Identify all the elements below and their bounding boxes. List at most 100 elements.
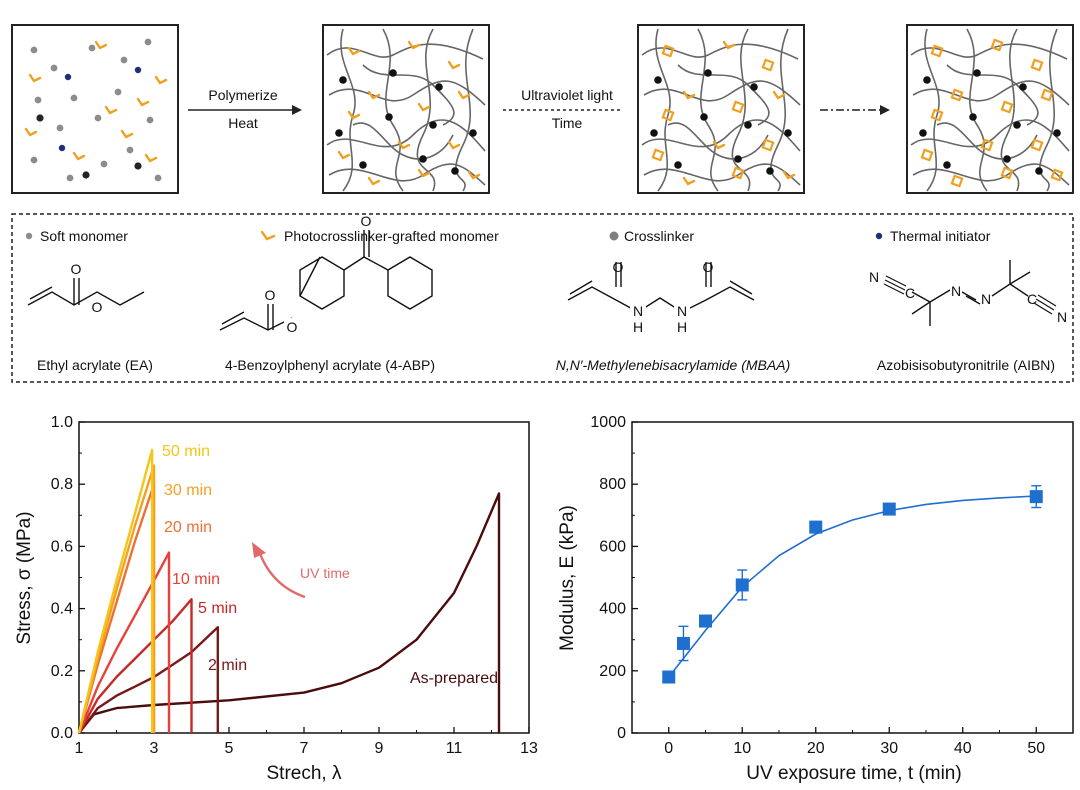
polymer-chain bbox=[382, 28, 404, 192]
crosslink-node bbox=[1035, 167, 1043, 175]
soft-monomer-dot bbox=[100, 160, 108, 168]
photocrosslink-ring bbox=[651, 148, 665, 162]
chem-name-abp: 4-Benzoylphenyl acrylate (4-ABP) bbox=[225, 357, 435, 373]
photocrosslink-ring bbox=[930, 44, 944, 58]
crosslink-node bbox=[339, 76, 347, 84]
x-tick-label: 0 bbox=[664, 740, 673, 757]
curve-5-min bbox=[77, 598, 193, 734]
photocrosslinker-mark bbox=[772, 90, 786, 100]
curves bbox=[77, 448, 501, 734]
mbaa-oxygen-right: O bbox=[703, 259, 714, 275]
axis-ticks: 1 3 5 7 9 11 130.00.20.40.60.81.0 bbox=[51, 414, 538, 757]
crosslink-node bbox=[650, 129, 658, 137]
abp-oxygen-ketone: O bbox=[361, 213, 372, 229]
photocrosslinker-mark bbox=[682, 90, 696, 100]
mbaa-oxygen-left: O bbox=[613, 259, 624, 275]
polymer-network-2 bbox=[641, 28, 801, 192]
curve-50-min bbox=[77, 448, 154, 734]
polymer-chain bbox=[946, 64, 1039, 126]
photocrosslinker-mark bbox=[722, 40, 736, 50]
thermal-initiator-icon bbox=[875, 232, 883, 240]
crosslink-node bbox=[923, 76, 931, 84]
polymer-chain bbox=[655, 28, 671, 192]
polymer-network-3 bbox=[910, 28, 1070, 192]
crosslink-node bbox=[469, 129, 477, 137]
continue-arrow bbox=[820, 105, 890, 115]
crosslink-node bbox=[419, 155, 427, 163]
y-axis-label-2: Modulus, E (kPa) bbox=[557, 505, 578, 651]
polymer-chain bbox=[328, 80, 486, 106]
polymerize-label: Polymerize bbox=[208, 87, 277, 103]
photocrosslinker-mark bbox=[417, 168, 431, 178]
y-tick-label: 0.8 bbox=[51, 476, 73, 493]
legend-soft-monomer: Soft monomer bbox=[40, 228, 128, 244]
photocrosslinker-mark bbox=[417, 102, 431, 112]
polymer-chain bbox=[455, 28, 474, 192]
crosslink-node bbox=[1019, 83, 1027, 91]
uv-time-annotation: UV time bbox=[252, 542, 350, 599]
chem-name-aibn: Azobisisobutyronitrile (AIBN) bbox=[877, 357, 1055, 373]
x-axis-label: Strech, λ bbox=[267, 763, 342, 784]
polymer-chain bbox=[328, 163, 486, 186]
photocrosslink-ring bbox=[920, 148, 934, 162]
photocrosslink-ring bbox=[950, 174, 964, 188]
y-tick-label: 0.2 bbox=[51, 663, 73, 680]
heat-label: Heat bbox=[228, 115, 258, 131]
crosslink-node bbox=[784, 129, 792, 137]
x-tick-label: 13 bbox=[520, 740, 538, 757]
initiator-dot bbox=[64, 73, 72, 81]
soft-monomer-dot bbox=[146, 116, 154, 124]
abp-oxygen-ester: O bbox=[287, 319, 298, 335]
polymer-chain bbox=[697, 28, 719, 192]
crosslink-node bbox=[1003, 155, 1011, 163]
photocrosslinker-mark bbox=[136, 97, 150, 107]
photocrosslink-ring bbox=[990, 38, 1004, 52]
crosslink-node bbox=[943, 161, 951, 169]
polymer-chain bbox=[966, 28, 988, 192]
polymer-chain bbox=[1039, 28, 1058, 192]
legend-thermal-initiator: Thermal initiator bbox=[890, 228, 991, 244]
crosslinker-dot bbox=[134, 162, 142, 170]
data-point bbox=[809, 520, 823, 534]
photocrosslinker-mark bbox=[782, 170, 796, 180]
x-axis-label-2: UV exposure time, t (min) bbox=[746, 763, 961, 784]
fit-curve bbox=[668, 495, 1037, 678]
polymer-chain bbox=[362, 64, 455, 126]
photocrosslinker-mark bbox=[447, 140, 461, 150]
legend-crosslinker: Crosslinker bbox=[624, 228, 694, 244]
crosslink-node bbox=[429, 121, 437, 129]
crosslink-node bbox=[969, 113, 977, 121]
photocrosslink-ring bbox=[930, 108, 944, 122]
label-2-min: 2 min bbox=[208, 657, 247, 674]
uv-time-arrowhead bbox=[252, 542, 266, 558]
polymer-chain bbox=[352, 122, 454, 160]
aibn-structure bbox=[883, 260, 1057, 326]
x-tick-label: 50 bbox=[1027, 740, 1045, 757]
soft-monomer-dot bbox=[94, 114, 102, 122]
soft-monomer-dot bbox=[144, 38, 152, 46]
y-tick-label: 1000 bbox=[590, 414, 626, 431]
crosslinker-dot bbox=[82, 171, 90, 179]
photocrosslinker-mark bbox=[467, 170, 481, 180]
photocrosslink-ring bbox=[761, 58, 775, 72]
label-30-min: 30 min bbox=[164, 482, 212, 499]
polymer-chain bbox=[340, 28, 356, 192]
monomer-box bbox=[11, 24, 179, 194]
y-axis-label: Stress, σ (MPa) bbox=[14, 511, 35, 644]
photocrosslink-ring bbox=[661, 108, 675, 122]
soft-monomer-dot bbox=[50, 64, 58, 72]
label-20-min: 20 min bbox=[164, 519, 212, 536]
data-point bbox=[735, 578, 749, 592]
x-tick-label: 20 bbox=[807, 740, 825, 757]
network-box-3 bbox=[906, 24, 1074, 194]
photocrosslinker-mark bbox=[682, 176, 696, 186]
x-tick-label: 1 bbox=[75, 740, 84, 757]
soft-monomer-dot bbox=[154, 174, 162, 182]
polymer-chain bbox=[677, 64, 770, 126]
soft-monomer-dot bbox=[30, 46, 38, 54]
polymer-chain bbox=[731, 28, 751, 192]
soft-monomer-dot bbox=[30, 156, 38, 164]
photocrosslinker-mark bbox=[24, 127, 38, 137]
x-tick-label: 3 bbox=[150, 740, 159, 757]
x-tick-label: 7 bbox=[300, 740, 309, 757]
